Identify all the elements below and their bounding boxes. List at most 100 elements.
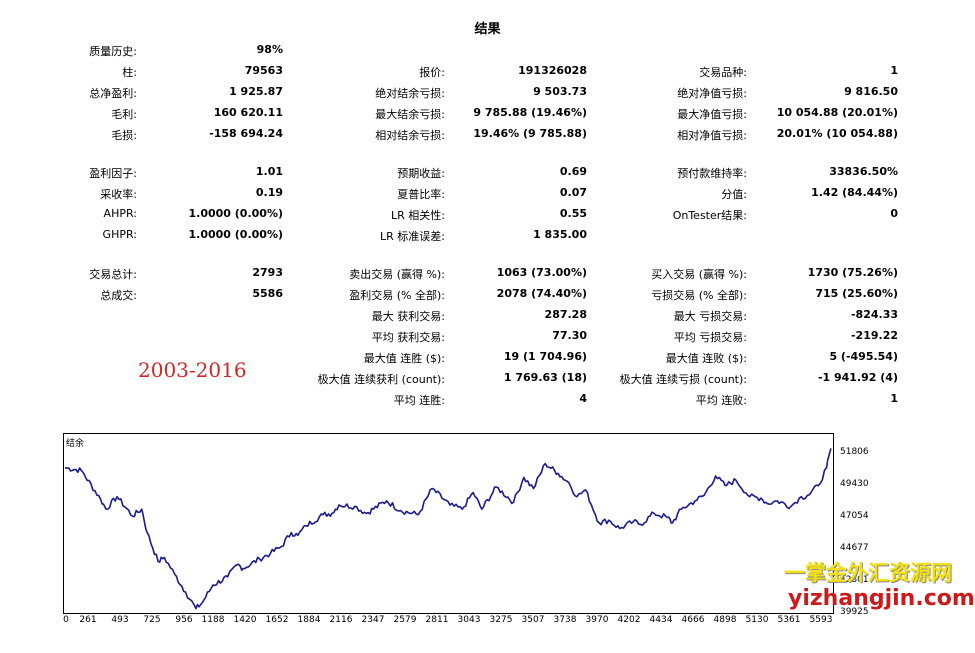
- label-profit-factor: 盈利因子:: [89, 167, 137, 180]
- label-symbols: 交易品种:: [699, 66, 747, 79]
- value-balance-dd-maximal: 9 785.88 (19.46%): [473, 106, 587, 119]
- y-tick-label: 42301: [840, 575, 869, 585]
- label-max-consecutive-wins: 最大值 连胜 ($):: [363, 352, 445, 365]
- label-balance-dd-absolute: 绝对结余亏损:: [375, 87, 445, 100]
- value-equity-dd-absolute: 9 816.50: [844, 85, 898, 98]
- x-tick-label: 5593: [809, 615, 833, 625]
- balance-chart-frame: [63, 433, 834, 614]
- label-history-quality: 质量历史:: [89, 45, 137, 58]
- value-z-score: 1.42 (84.44%): [811, 186, 898, 199]
- value-average-profit-trade: 77.30: [552, 329, 587, 342]
- value-history-quality: 98%: [256, 43, 283, 56]
- x-tick-label: 3507: [521, 615, 545, 625]
- balance-chart: [64, 448, 832, 610]
- y-tick-label: 51806: [840, 447, 869, 457]
- label-gross-loss: 毛损:: [111, 129, 137, 142]
- value-gross-profit: 160 620.11: [213, 106, 283, 119]
- x-tick-label: 2811: [425, 615, 449, 625]
- label-equity-dd-relative: 相对净值亏损:: [677, 129, 747, 142]
- label-short-trades: 卖出交易 (赢得 %):: [349, 268, 445, 281]
- x-tick-label: 5361: [777, 615, 801, 625]
- x-tick-label: 3043: [457, 615, 481, 625]
- balance-series-line: [64, 448, 832, 610]
- x-tick-label: 2579: [393, 615, 417, 625]
- value-max-consecutive-wins: 19 (1 704.96): [503, 350, 587, 363]
- label-average-loss-trade: 平均 亏损交易:: [673, 331, 747, 344]
- x-tick-label: 1188: [201, 615, 225, 625]
- x-tick-label: 4202: [617, 615, 641, 625]
- label-margin-level: 预付款维持率:: [677, 167, 747, 180]
- y-tick-label: 49430: [840, 479, 869, 489]
- label-equity-dd-absolute: 绝对净值亏损:: [677, 87, 747, 100]
- x-tick-label: 2116: [329, 615, 353, 625]
- x-tick-label: 3738: [553, 615, 577, 625]
- value-profit-trades: 2078 (74.40%): [496, 287, 587, 300]
- value-maximal-consecutive-profit: 1 769.63 (18): [503, 371, 587, 384]
- label-equity-dd-maximal: 最大净值亏损:: [677, 108, 747, 121]
- value-lr-standard-error: 1 835.00: [533, 228, 587, 241]
- x-tick-label: 956: [175, 615, 193, 625]
- value-largest-loss-trade: -824.33: [850, 308, 898, 321]
- label-ahpr: AHPR:: [103, 207, 137, 220]
- value-max-consecutive-losses: 5 (-495.54): [829, 350, 898, 363]
- label-total-deals: 总成交:: [100, 289, 137, 302]
- label-ontester-result: OnTester结果:: [672, 209, 747, 222]
- x-tick-label: 3970: [585, 615, 609, 625]
- value-balance-dd-relative: 19.46% (9 785.88): [473, 127, 587, 140]
- value-ontester-result: 0: [890, 207, 898, 220]
- value-bars: 79563: [244, 64, 283, 77]
- label-profit-trades: 盈利交易 (% 全部):: [349, 289, 445, 302]
- y-tick-label: 39925: [840, 607, 869, 617]
- label-loss-trades: 亏损交易 (% 全部):: [651, 289, 747, 302]
- x-tick-label: 4434: [649, 615, 673, 625]
- label-long-trades: 买入交易 (赢得 %):: [651, 268, 747, 281]
- y-tick-label: 44677: [840, 543, 869, 553]
- watermark-site-url: yizhangjin.com: [788, 586, 975, 611]
- value-gross-loss: -158 694.24: [209, 127, 283, 140]
- label-balance-dd-relative: 相对结余亏损:: [375, 129, 445, 142]
- label-ghpr: GHPR:: [102, 228, 137, 241]
- label-gross-profit: 毛利:: [111, 108, 137, 121]
- value-ticks: 191326028: [518, 64, 587, 77]
- value-total-deals: 5586: [252, 287, 283, 300]
- label-maximal-consecutive-profit: 极大值 连续获利 (count):: [317, 373, 445, 386]
- label-largest-loss-trade: 最大 亏损交易:: [673, 310, 747, 323]
- x-tick-label: 0: [63, 615, 69, 625]
- x-tick-label: 4898: [713, 615, 737, 625]
- x-tick-label: 725: [143, 615, 161, 625]
- value-equity-dd-maximal: 10 054.88 (20.01%): [776, 106, 898, 119]
- x-tick-label: 3275: [489, 615, 513, 625]
- label-largest-profit-trade: 最大 获利交易:: [371, 310, 445, 323]
- value-ahpr: 1.0000 (0.00%): [188, 207, 284, 220]
- label-average-profit-trade: 平均 获利交易:: [371, 331, 445, 344]
- value-symbols: 1: [890, 64, 898, 77]
- label-expected-payoff: 预期收益:: [397, 167, 445, 180]
- y-tick-label: 47054: [840, 511, 869, 521]
- label-average-consecutive-losses: 平均 连败:: [695, 394, 747, 407]
- label-max-consecutive-losses: 最大值 连败 ($):: [665, 352, 747, 365]
- report-title: 结果: [474, 22, 501, 37]
- value-margin-level: 33836.50%: [829, 165, 898, 178]
- label-maximal-consecutive-loss: 极大值 连续亏损 (count):: [619, 373, 747, 386]
- x-tick-label: 261: [79, 615, 97, 625]
- value-short-trades: 1063 (73.00%): [496, 266, 587, 279]
- balance-chart-title: 结余: [66, 439, 85, 449]
- label-lr-standard-error: LR 标准误差:: [380, 230, 445, 243]
- x-tick-label: 1420: [233, 615, 257, 625]
- x-tick-label: 2347: [361, 615, 385, 625]
- value-total-net-profit: 1 925.87: [229, 85, 283, 98]
- value-expected-payoff: 0.69: [559, 165, 587, 178]
- value-balance-dd-absolute: 9 503.73: [533, 85, 587, 98]
- label-ticks: 报价:: [419, 66, 445, 79]
- label-sharpe-ratio: 夏普比率:: [397, 188, 445, 201]
- x-tick-label: 4666: [681, 615, 705, 625]
- x-tick-label: 5130: [745, 615, 769, 625]
- value-loss-trades: 715 (25.60%): [815, 287, 898, 300]
- value-average-consecutive-wins: 4: [579, 392, 587, 405]
- label-total-trades: 交易总计:: [89, 268, 137, 281]
- value-largest-profit-trade: 287.28: [544, 308, 587, 321]
- value-profit-factor: 1.01: [255, 165, 283, 178]
- value-sharpe-ratio: 0.07: [559, 186, 587, 199]
- x-tick-label: 493: [111, 615, 129, 625]
- label-lr-correlation: LR 相关性:: [391, 209, 445, 222]
